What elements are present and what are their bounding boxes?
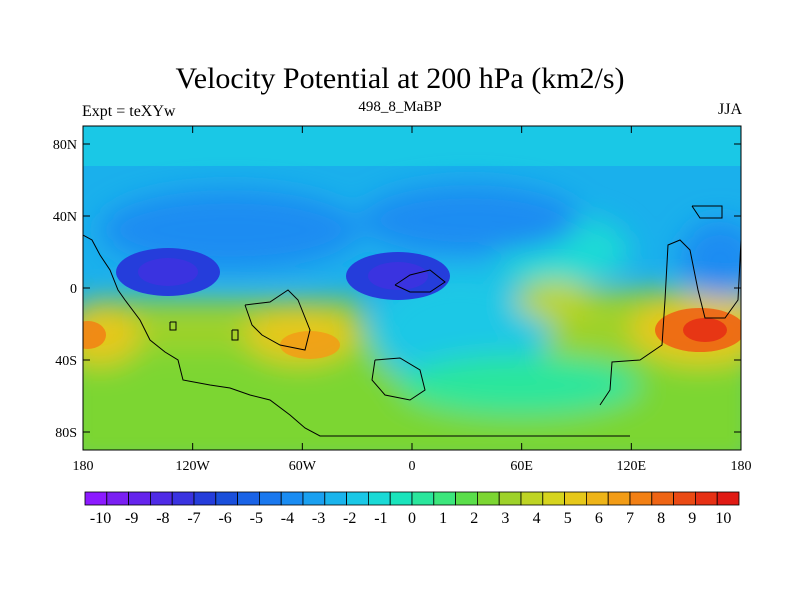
colorbar-label: 10: [715, 510, 731, 527]
colorbar-label: 2: [470, 510, 478, 527]
colorbar-swatch: [258, 491, 282, 506]
colorbar-label: -2: [343, 510, 356, 527]
colorbar-label: -5: [250, 510, 263, 527]
colorbar-label: 6: [595, 510, 603, 527]
coastlines: [83, 205, 741, 437]
season-label: JJA: [717, 101, 742, 118]
colorbar-swatch: [215, 491, 239, 506]
colorbar: -10 -9 -8 -7 -6 -5 -4 -3 -2 -1 0 1 2 3 4 5 6 7 8 9 10: [84, 491, 740, 527]
colorbar-swatch: [346, 491, 369, 506]
colorbar-label: 0: [408, 510, 416, 527]
colorbar-swatch: [673, 491, 696, 506]
y-tick-label: 40S: [55, 354, 77, 369]
colorbar-label: 4: [533, 510, 541, 527]
colorbar-label: 8: [657, 510, 665, 527]
colorbar-swatch: [149, 491, 173, 506]
x-axis: 180 120W 60W 0 60E 120E 180: [73, 126, 752, 474]
colorbar-swatch: [324, 491, 347, 506]
x-tick-label: 60W: [289, 459, 317, 474]
colorbar-label: -3: [312, 510, 325, 527]
colorbar-swatch: [695, 491, 718, 506]
colorbar-label: 9: [688, 510, 696, 527]
colorbar-swatch: [542, 491, 565, 506]
colorbar-swatch: [389, 491, 413, 506]
contour-field: [83, 126, 741, 450]
y-tick-label: 0: [70, 282, 77, 297]
x-tick-label: 120E: [617, 459, 647, 474]
colorbar-label: -6: [218, 510, 231, 527]
y-tick-label: 80S: [55, 426, 77, 441]
colorbar-swatch: [193, 491, 217, 506]
colorbar-swatch: [520, 491, 544, 506]
colorbar-swatch: [84, 491, 108, 506]
colorbar-swatch: [128, 491, 151, 506]
colorbar-label: 1: [439, 510, 447, 527]
colorbar-swatch: [237, 491, 260, 506]
colorbar-label: -7: [187, 510, 200, 527]
colorbar-swatch: [716, 491, 740, 506]
colorbar-swatch: [455, 491, 478, 506]
colorbar-label: 5: [564, 510, 572, 527]
run-label: 498_8_MaBP: [358, 99, 442, 115]
experiment-label: Expt = teXYw: [82, 103, 176, 120]
x-tick-label: 120W: [176, 459, 211, 474]
y-tick-label: 80N: [53, 138, 77, 153]
colorbar-swatch: [302, 491, 326, 506]
colorbar-swatch: [498, 491, 522, 506]
colorbar-swatch: [433, 491, 456, 506]
colorbar-swatch: [607, 491, 631, 506]
y-axis: 80N 40N 0 40S 80S: [53, 138, 741, 441]
x-tick-label: 60E: [510, 459, 533, 474]
x-tick-label: 180: [731, 459, 752, 474]
colorbar-label: -8: [156, 510, 169, 527]
colorbar-label: -1: [374, 510, 387, 527]
colorbar-swatch: [629, 491, 653, 506]
colorbar-swatch: [106, 491, 130, 506]
colorbar-label: 7: [626, 510, 634, 527]
x-tick-label: 180: [73, 459, 94, 474]
colorbar-swatch: [367, 491, 391, 506]
colorbar-swatch: [651, 491, 674, 506]
y-tick-label: 40N: [53, 210, 77, 225]
colorbar-label: 3: [501, 510, 509, 527]
colorbar-label: -10: [90, 510, 111, 527]
colorbar-label: -9: [125, 510, 138, 527]
chart-title: Velocity Potential at 200 hPa (km2/s): [175, 62, 625, 95]
colorbar-swatch: [564, 491, 587, 506]
colorbar-swatch: [411, 491, 435, 506]
colorbar-label: -4: [281, 510, 294, 527]
x-tick-label: 0: [409, 459, 416, 474]
colorbar-swatch: [280, 491, 304, 506]
colorbar-swatch: [586, 491, 609, 506]
colorbar-swatch: [171, 491, 195, 506]
colorbar-swatch: [476, 491, 500, 506]
